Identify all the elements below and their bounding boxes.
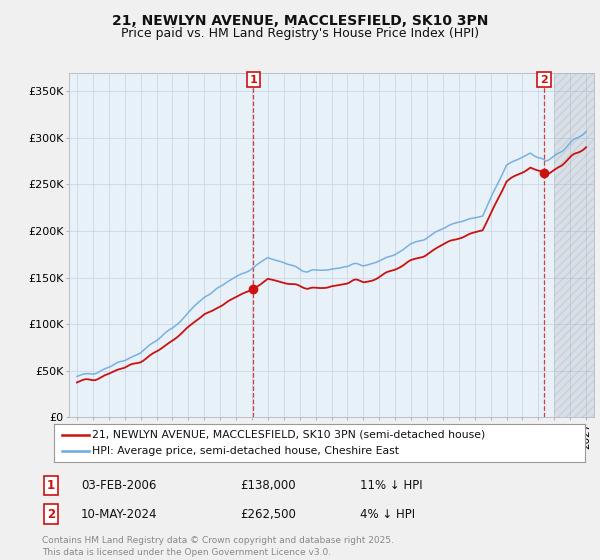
Text: 21, NEWLYN AVENUE, MACCLESFIELD, SK10 3PN (semi-detached house): 21, NEWLYN AVENUE, MACCLESFIELD, SK10 3P… [92, 430, 485, 440]
Text: £262,500: £262,500 [240, 507, 296, 521]
Bar [554, 73, 594, 417]
Text: 03-FEB-2006: 03-FEB-2006 [81, 479, 157, 492]
Text: £138,000: £138,000 [240, 479, 296, 492]
Text: 1: 1 [47, 479, 55, 492]
Text: 11% ↓ HPI: 11% ↓ HPI [360, 479, 422, 492]
Text: 21, NEWLYN AVENUE, MACCLESFIELD, SK10 3PN: 21, NEWLYN AVENUE, MACCLESFIELD, SK10 3P… [112, 14, 488, 28]
Text: HPI: Average price, semi-detached house, Cheshire East: HPI: Average price, semi-detached house,… [92, 446, 399, 456]
Text: Price paid vs. HM Land Registry's House Price Index (HPI): Price paid vs. HM Land Registry's House … [121, 27, 479, 40]
Text: 1: 1 [250, 74, 257, 85]
Text: 4% ↓ HPI: 4% ↓ HPI [360, 507, 415, 521]
Text: 2: 2 [47, 507, 55, 521]
Text: 2: 2 [540, 74, 548, 85]
Text: Contains HM Land Registry data © Crown copyright and database right 2025.
This d: Contains HM Land Registry data © Crown c… [42, 536, 394, 557]
Text: 10-MAY-2024: 10-MAY-2024 [81, 507, 157, 521]
